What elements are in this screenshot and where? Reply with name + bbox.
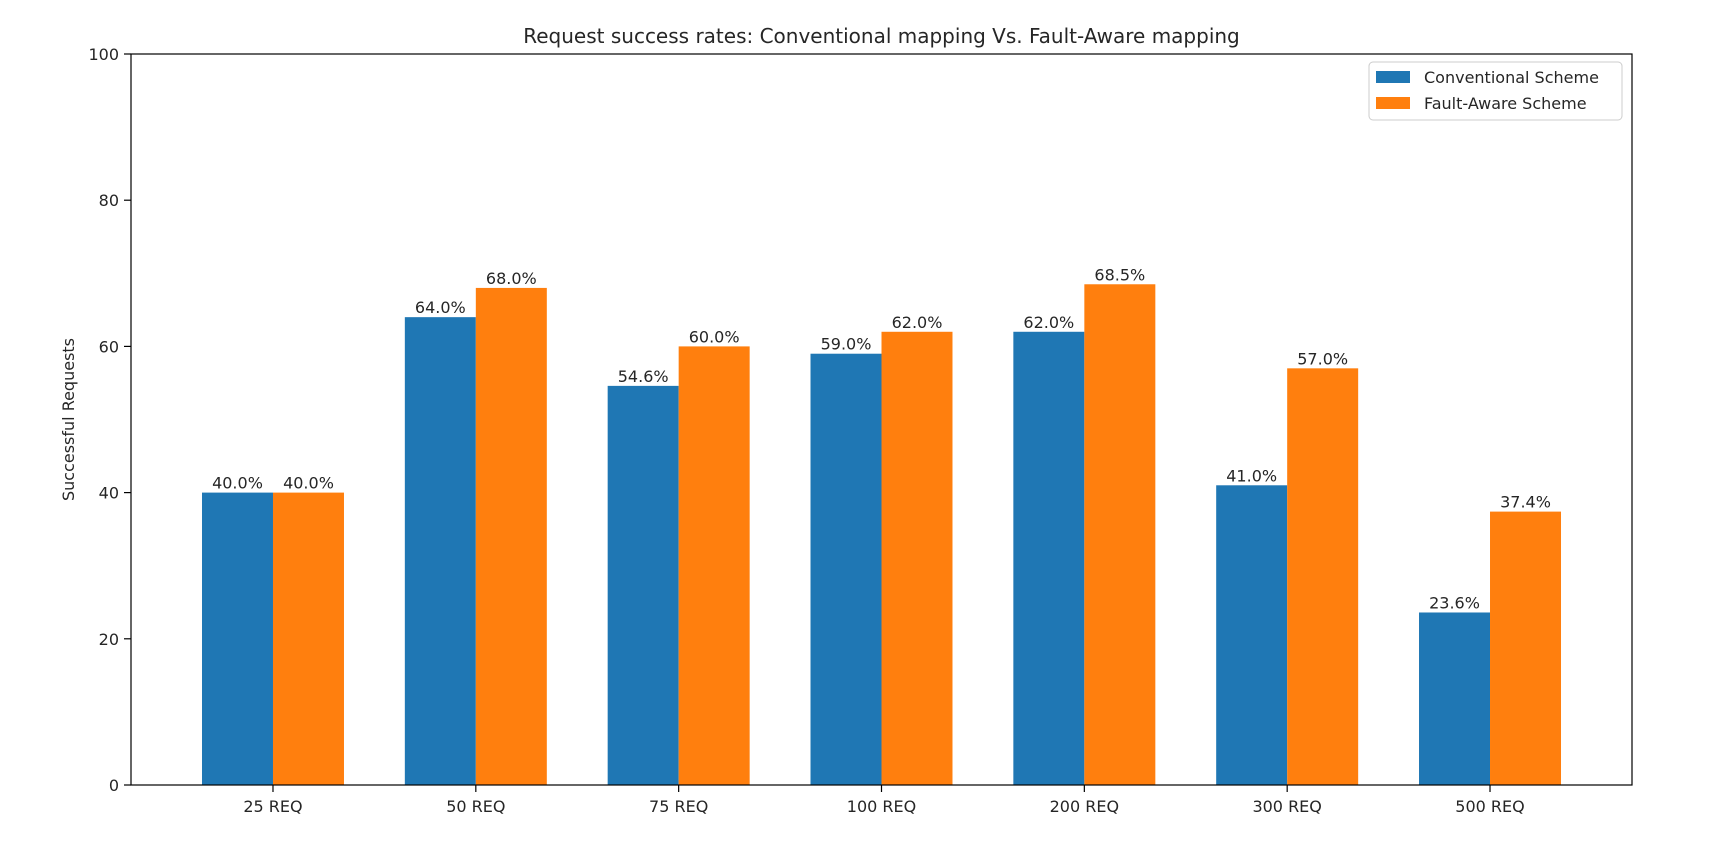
data-labels-group: 40.0% 64.0% 54.6% 59.0% 62.0% 41.0% 23.6% 40.0%… — [212, 265, 1551, 612]
y-tick-label: 60 — [99, 337, 119, 356]
bar-fault-aware-4 — [1084, 284, 1156, 785]
data-label: 60.0% — [689, 327, 740, 346]
data-label: 40.0% — [212, 474, 263, 493]
x-tick-label: 50 REQ — [446, 797, 505, 816]
x-tick-label: 100 REQ — [847, 797, 916, 816]
legend-label-fault-aware: Fault-Aware Scheme — [1424, 94, 1587, 113]
data-label: 41.0% — [1226, 466, 1277, 485]
data-label: 62.0% — [1023, 313, 1074, 332]
data-label: 62.0% — [892, 313, 943, 332]
legend-swatch-conventional — [1376, 71, 1410, 83]
y-tick-label: 100 — [88, 45, 119, 64]
y-axis-label: Successful Requests — [59, 338, 78, 501]
bar-conventional-0 — [201, 492, 273, 785]
bar-fault-aware-5 — [1287, 368, 1359, 785]
bar-conventional-2 — [607, 385, 679, 785]
x-axis-ticks: 25 REQ 50 REQ 75 REQ 100 REQ 200 REQ 300 REQ 5… — [243, 785, 1525, 816]
data-label: 68.5% — [1094, 265, 1145, 284]
y-tick-label: 20 — [99, 630, 119, 649]
legend-label-conventional: Conventional Scheme — [1424, 68, 1599, 87]
data-label: 54.6% — [618, 367, 669, 386]
bar-conventional-6 — [1419, 612, 1491, 785]
x-tick-label: 500 REQ — [1455, 797, 1524, 816]
plot-frame — [130, 53, 1633, 786]
x-tick-label: 300 REQ — [1252, 797, 1321, 816]
bar-fault-aware-1 — [475, 287, 547, 785]
data-label: 64.0% — [415, 298, 466, 317]
bar-conventional-1 — [404, 317, 476, 785]
bar-conventional-4 — [1013, 331, 1085, 785]
x-tick-label: 75 REQ — [649, 797, 708, 816]
y-axis-ticks: 0 20 40 60 80 100 — [88, 45, 131, 795]
chart-title: Request success rates: Conventional mapp… — [523, 24, 1240, 48]
x-tick-label: 25 REQ — [243, 797, 302, 816]
x-tick-label: 200 REQ — [1050, 797, 1119, 816]
legend: Conventional Scheme Fault-Aware Scheme — [1368, 61, 1623, 121]
bar-fault-aware-0 — [272, 492, 344, 785]
bar-conventional-3 — [810, 353, 882, 785]
y-tick-label: 0 — [109, 776, 119, 795]
y-tick-label: 40 — [99, 484, 119, 503]
bars-group — [201, 284, 1562, 785]
bar-fault-aware-3 — [881, 331, 953, 785]
data-label: 68.0% — [486, 269, 537, 288]
y-tick-label: 80 — [99, 191, 119, 210]
bar-fault-aware-6 — [1490, 511, 1562, 785]
bar-conventional-5 — [1216, 485, 1288, 785]
legend-swatch-fault-aware — [1376, 97, 1410, 109]
bar-fault-aware-2 — [678, 346, 750, 785]
data-label: 57.0% — [1297, 349, 1348, 368]
legend-box — [1368, 61, 1623, 121]
data-label: 40.0% — [283, 474, 334, 493]
data-label: 37.4% — [1500, 493, 1551, 512]
data-label: 59.0% — [821, 335, 872, 354]
data-label: 23.6% — [1429, 593, 1480, 612]
